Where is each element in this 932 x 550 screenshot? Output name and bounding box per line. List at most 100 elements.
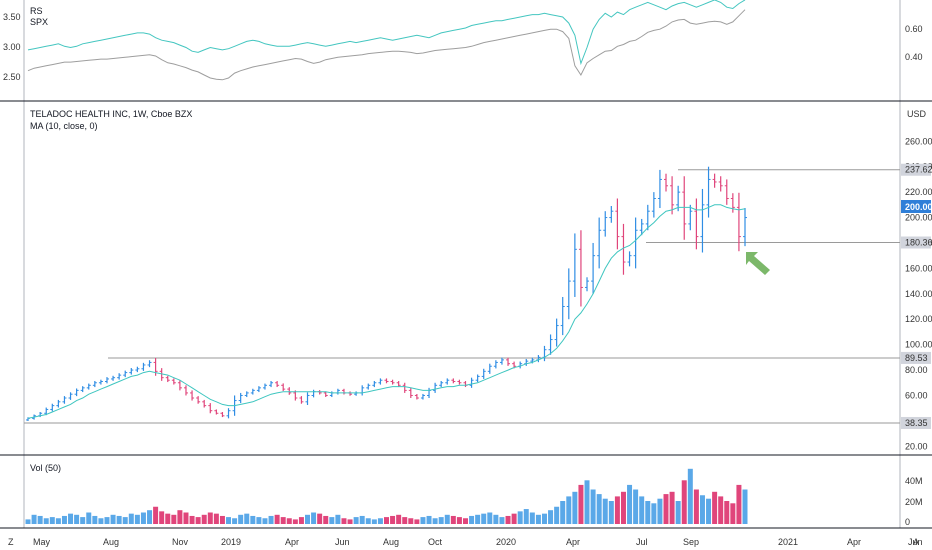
volume-bar bbox=[347, 519, 353, 524]
volume-bar bbox=[353, 517, 359, 524]
volume-bar bbox=[213, 513, 219, 524]
volume-bar bbox=[74, 514, 80, 524]
volume-bar bbox=[128, 513, 134, 524]
hline-badge bbox=[901, 163, 931, 176]
volume-bar bbox=[554, 506, 560, 524]
volume-bar bbox=[116, 515, 122, 524]
price-pane[interactable]: TELADOC HEALTH INC, 1W, Cboe BZX MA (10,… bbox=[24, 109, 932, 451]
volume-bar bbox=[627, 484, 633, 524]
last-price-badge: 200.00 bbox=[901, 200, 932, 213]
volume-bar bbox=[444, 514, 450, 524]
time-label[interactable]: Apr bbox=[847, 537, 861, 547]
volume-bar bbox=[159, 511, 165, 524]
volume-bar bbox=[110, 514, 116, 524]
volume-bar bbox=[61, 515, 67, 524]
volume-bar bbox=[699, 495, 705, 524]
volume-bar bbox=[438, 517, 444, 524]
time-label[interactable]: 2019 bbox=[221, 537, 241, 547]
rs-label: RS bbox=[30, 6, 43, 16]
volume-pane[interactable]: Vol (50) 40M 20M 0 bbox=[25, 463, 923, 527]
volume-bar bbox=[517, 511, 523, 524]
volume-bar bbox=[98, 518, 104, 524]
volume-tick: 20M bbox=[905, 497, 923, 507]
hline-badge bbox=[901, 351, 931, 364]
chart-title: TELADOC HEALTH INC, 1W, Cboe BZX bbox=[30, 109, 192, 119]
volume-bar bbox=[323, 515, 329, 524]
time-label[interactable]: Jun bbox=[335, 537, 350, 547]
last-price-label: 200.00 bbox=[905, 202, 932, 212]
volume-bar bbox=[280, 517, 286, 524]
hline-label: 237.62 bbox=[905, 165, 932, 175]
price-axis: 260.00240.00220.00200.00180.00160.00140.… bbox=[905, 136, 932, 451]
volume-bar bbox=[620, 491, 626, 524]
volume-bar bbox=[481, 513, 487, 524]
time-label[interactable]: Nov bbox=[172, 537, 189, 547]
volume-bar bbox=[529, 512, 535, 524]
volume-bar bbox=[37, 515, 43, 524]
volume-bar bbox=[238, 514, 244, 524]
time-axis[interactable]: May Aug Nov 2019 Apr Jun Aug Oct 2020 Apr Jul Sep 20… bbox=[33, 537, 923, 547]
hline-badge bbox=[901, 236, 931, 249]
volume-bar bbox=[262, 518, 268, 524]
volume-bar bbox=[226, 517, 232, 524]
corner-right-label[interactable]: A bbox=[913, 537, 919, 547]
volume-bar bbox=[475, 514, 481, 524]
rs-right-tick: 0.60 bbox=[905, 24, 923, 34]
volume-bar bbox=[675, 501, 681, 524]
volume-bar bbox=[189, 515, 195, 524]
volume-bar bbox=[207, 512, 213, 524]
volume-bar bbox=[511, 513, 517, 524]
price-tick-label: 160.00 bbox=[905, 263, 932, 273]
time-label[interactable]: Oct bbox=[428, 537, 443, 547]
volume-tick: 0 bbox=[905, 517, 910, 527]
time-label[interactable]: Aug bbox=[383, 537, 399, 547]
volume-bar bbox=[572, 491, 578, 524]
volume-bar bbox=[92, 515, 98, 524]
volume-bar bbox=[250, 515, 256, 524]
volume-bar bbox=[359, 515, 365, 524]
volume-bar bbox=[171, 514, 177, 524]
volume-bar bbox=[165, 513, 171, 524]
volume-bar bbox=[390, 515, 396, 524]
corner-left-label[interactable]: Z bbox=[8, 537, 14, 547]
time-label[interactable]: Apr bbox=[566, 537, 580, 547]
rs-left-tick: 2.50 bbox=[3, 72, 21, 82]
volume-bar bbox=[487, 512, 493, 524]
volume-bar bbox=[718, 496, 724, 524]
volume-bar bbox=[244, 513, 250, 524]
time-label[interactable]: Apr bbox=[285, 537, 299, 547]
volume-bar bbox=[104, 517, 110, 524]
time-label[interactable]: May bbox=[33, 537, 51, 547]
rs-pane[interactable]: RS SPX 3.50 3.00 2.50 0.60 0.40 bbox=[3, 0, 923, 82]
time-label[interactable]: Jun bbox=[908, 537, 923, 547]
volume-bar bbox=[736, 484, 742, 524]
price-tick-label: 120.00 bbox=[905, 314, 932, 324]
volume-bar bbox=[541, 513, 547, 524]
time-label[interactable]: 2021 bbox=[778, 537, 798, 547]
volume-bar bbox=[651, 503, 657, 524]
price-tick-label: 100.00 bbox=[905, 340, 932, 350]
time-label[interactable]: Jul bbox=[636, 537, 648, 547]
time-label[interactable]: 2020 bbox=[496, 537, 516, 547]
volume-bar bbox=[147, 510, 153, 524]
volume-bar bbox=[292, 519, 298, 524]
volume-bar bbox=[402, 517, 408, 524]
volume-bar bbox=[462, 518, 468, 524]
spx-label: SPX bbox=[30, 17, 48, 27]
volume-bar bbox=[329, 517, 335, 524]
time-label[interactable]: Sep bbox=[683, 537, 699, 547]
volume-bar bbox=[614, 496, 620, 524]
volume-bar bbox=[311, 512, 317, 524]
volume-bar bbox=[432, 518, 438, 524]
volume-bar bbox=[43, 518, 49, 524]
volume-bar bbox=[687, 468, 693, 524]
volume-bar bbox=[639, 496, 645, 524]
volume-bar bbox=[122, 517, 128, 524]
volume-bar bbox=[712, 491, 718, 524]
price-tick-label: 200.00 bbox=[905, 213, 932, 223]
currency-label: USD bbox=[907, 109, 927, 119]
volume-bar bbox=[219, 515, 225, 524]
time-label[interactable]: Aug bbox=[103, 537, 119, 547]
volume-bar bbox=[371, 519, 377, 524]
